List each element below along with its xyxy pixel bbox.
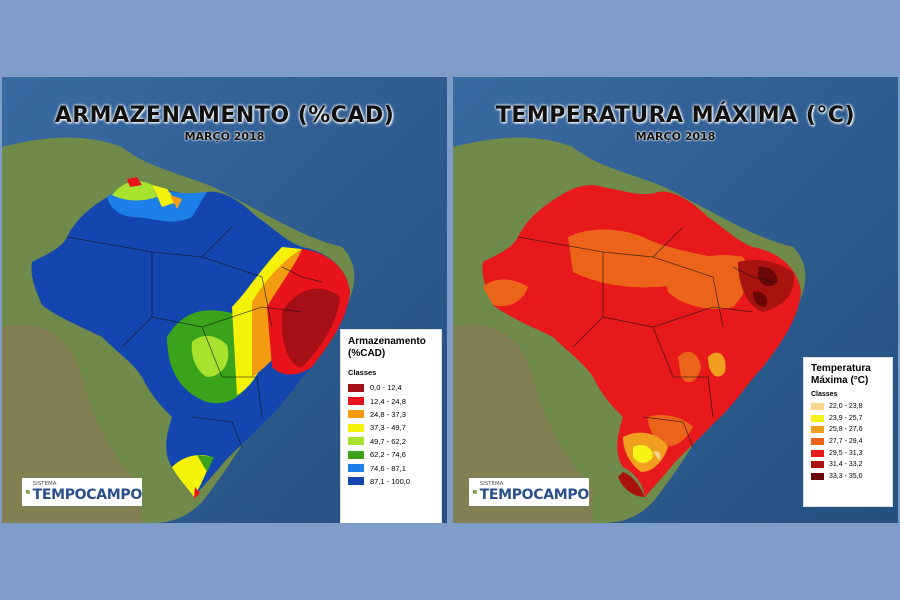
tempocampo-logo: SISTEMA TEMPOCAMPO: [22, 478, 142, 506]
storage-legend-item: 0,0 - 12,4: [341, 381, 441, 394]
storage-legend-label: 74,6 - 87,1: [370, 463, 406, 473]
temperature-legend-classes-label: Classes: [811, 391, 838, 398]
tempocampo-logo-icon: [26, 490, 30, 494]
storage-legend-swatch: [348, 423, 364, 432]
logo-big-text: TEMPOCAMPO: [479, 486, 590, 503]
logo-small-text: SISTEMA: [32, 481, 57, 488]
storage-legend-swatch: [348, 437, 364, 446]
storage-legend-label: 12,4 - 24,8: [370, 396, 406, 406]
temperature-legend-label: 31,4 - 33,2: [829, 461, 863, 469]
tempocampo-logo-icon: [473, 490, 477, 494]
storage-map-panel: ARMAZENAMENTO (%CAD) MARÇO 2018 Armazena…: [2, 77, 447, 523]
temperature-legend-item: 22,0 - 23,8: [804, 401, 892, 413]
storage-legend-classes-label: Classes: [348, 368, 377, 377]
storage-legend-item: 87,1 - 100,0: [341, 475, 441, 488]
storage-legend-swatch: [348, 383, 364, 392]
storage-legend-label: 62,2 - 74,6: [370, 450, 406, 460]
temperature-legend-item: 31,4 - 33,2: [804, 459, 892, 471]
tempocampo-logo: SISTEMA TEMPOCAMPO: [469, 478, 589, 506]
storage-legend-item: 62,2 - 74,6: [341, 448, 441, 461]
storage-legend-swatch: [348, 397, 364, 406]
storage-legend-label: 0,0 - 12,4: [370, 383, 402, 393]
storage-legend-title: Armazenamento (%CAD): [348, 336, 426, 359]
storage-legend-item: 49,7 - 62,2: [341, 435, 441, 448]
storage-legend-label: 24,8 - 37,3: [370, 409, 406, 419]
temperature-legend-label: 23,9 - 25,7: [829, 414, 863, 422]
temperature-legend-title: Temperatura Máxima (°C): [811, 363, 871, 386]
temperature-legend-swatch: [811, 403, 824, 411]
storage-map-subtitle: MARÇO 2018: [184, 130, 265, 143]
temperature-legend-label: 29,5 - 31,3: [829, 449, 863, 457]
storage-legend-swatch: [348, 477, 364, 486]
temperature-legend-swatch: [811, 472, 824, 480]
temperature-legend-item: 23,9 - 25,7: [804, 413, 892, 425]
storage-legend-swatch: [348, 464, 364, 473]
brazil-shape: [31, 177, 351, 499]
temperature-legend-label: 27,7 - 29,4: [829, 438, 863, 446]
temperature-legend-item: 27,7 - 29,4: [804, 436, 892, 448]
temperature-legend-swatch: [811, 414, 824, 422]
storage-legend-item: 37,3 - 49,7: [341, 421, 441, 434]
temperature-legend-swatch: [811, 426, 824, 434]
temperature-legend-swatch: [811, 438, 824, 446]
storage-legend-item: 74,6 - 87,1: [341, 461, 441, 474]
temperature-legend-item: 25,8 - 27,6: [804, 424, 892, 436]
temperature-map-subtitle: MARÇO 2018: [635, 130, 716, 143]
temperature-legend: Temperatura Máxima (°C) Classes 22,0 - 2…: [803, 357, 893, 507]
storage-legend-label: 37,3 - 49,7: [370, 423, 406, 433]
logo-small-text: SISTEMA: [479, 481, 504, 488]
storage-legend-swatch: [348, 450, 364, 459]
storage-legend-swatch: [348, 410, 364, 419]
temperature-legend-swatch: [811, 449, 824, 457]
temperature-legend-swatch: [811, 461, 824, 469]
storage-legend-label: 49,7 - 62,2: [370, 436, 406, 446]
brazil-shape: [482, 185, 801, 497]
temperature-map-title: TEMPERATURA MÁXIMA (°C): [495, 103, 856, 128]
storage-map-title: ARMAZENAMENTO (%CAD): [54, 103, 395, 128]
storage-map-image: [2, 77, 447, 523]
temperature-legend-label: 25,8 - 27,6: [829, 426, 863, 434]
storage-legend-item: 12,4 - 24,8: [341, 394, 441, 407]
storage-legend-item: 24,8 - 37,3: [341, 408, 441, 421]
temperature-legend-label: 33,3 - 35,0: [829, 472, 863, 480]
temperature-map-panel: TEMPERATURA MÁXIMA (°C) MARÇO 2018 Tempe…: [453, 77, 898, 523]
temperature-legend-item: 33,3 - 35,0: [804, 471, 892, 483]
storage-legend-label: 87,1 - 100,0: [370, 476, 411, 486]
logo-big-text: TEMPOCAMPO: [32, 486, 143, 503]
storage-legend: Armazenamento (%CAD) Classes 0,0 - 12,4 1…: [340, 329, 442, 523]
temperature-legend-item: 29,5 - 31,3: [804, 447, 892, 459]
temperature-legend-label: 22,0 - 23,8: [829, 403, 863, 411]
